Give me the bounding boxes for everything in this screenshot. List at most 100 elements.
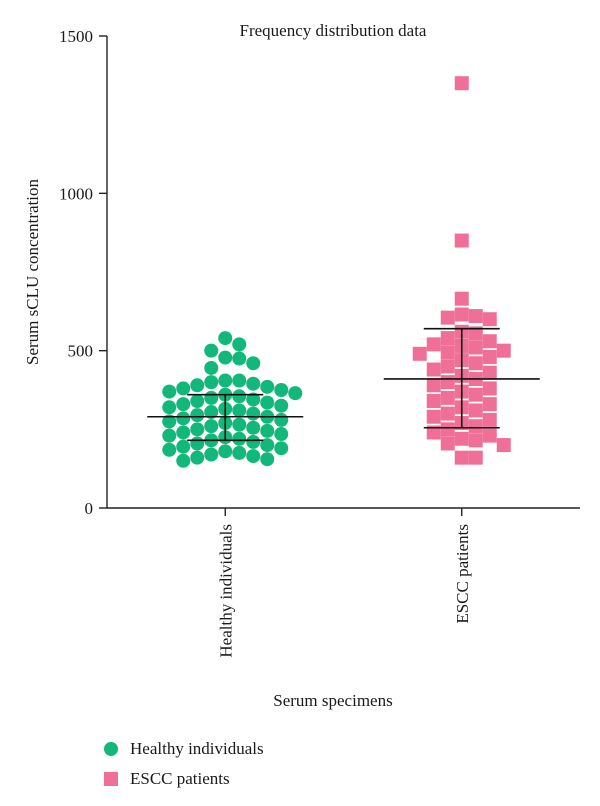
data-point-healthy bbox=[176, 439, 191, 454]
data-point-healthy bbox=[260, 395, 275, 410]
data-point-escc bbox=[468, 450, 483, 465]
data-point-escc bbox=[468, 419, 483, 434]
data-point-healthy bbox=[218, 373, 233, 388]
data-point-healthy bbox=[260, 452, 275, 467]
data-point-escc bbox=[482, 349, 497, 364]
data-point-healthy bbox=[162, 414, 177, 429]
data-point-escc bbox=[496, 343, 511, 358]
data-point-escc bbox=[468, 387, 483, 402]
data-point-healthy bbox=[190, 422, 205, 437]
data-point-healthy bbox=[162, 428, 177, 443]
data-point-healthy bbox=[274, 441, 289, 456]
data-point-healthy bbox=[190, 436, 205, 451]
data-point-healthy bbox=[246, 392, 261, 407]
data-point-healthy bbox=[246, 406, 261, 421]
data-point-healthy bbox=[274, 427, 289, 442]
y-axis: 0 500 1000 1500 bbox=[59, 27, 108, 518]
data-point-healthy bbox=[204, 447, 219, 462]
data-point-escc bbox=[440, 345, 455, 360]
chart-title: Frequency distribution data bbox=[240, 21, 427, 40]
data-point-escc bbox=[440, 390, 455, 405]
data-point-escc bbox=[482, 334, 497, 349]
data-point-escc bbox=[482, 312, 497, 327]
data-point-healthy bbox=[260, 423, 275, 438]
data-point-healthy bbox=[190, 408, 205, 423]
data-point-healthy bbox=[232, 417, 247, 432]
data-point-healthy bbox=[246, 376, 261, 391]
data-point-healthy bbox=[162, 384, 177, 399]
data-point-escc bbox=[440, 406, 455, 421]
data-point-escc bbox=[454, 431, 469, 446]
data-point-healthy bbox=[232, 389, 247, 404]
data-point-escc bbox=[440, 359, 455, 374]
data-point-escc bbox=[426, 425, 441, 440]
data-point-healthy bbox=[274, 383, 289, 397]
data-point-healthy bbox=[176, 411, 191, 426]
data-point-healthy bbox=[204, 419, 219, 434]
data-point-healthy bbox=[218, 350, 233, 365]
data-point-escc bbox=[468, 356, 483, 371]
data-point-escc bbox=[468, 309, 483, 324]
x-axis: Healthy individuals ESCC patients bbox=[107, 507, 580, 658]
green-circle-marker-icon bbox=[104, 742, 118, 756]
data-point-escc bbox=[454, 450, 469, 465]
data-point-escc bbox=[482, 381, 497, 396]
data-point-healthy bbox=[162, 442, 177, 457]
x-axis-label: Serum specimens bbox=[273, 691, 392, 710]
y-tick-label: 1000 bbox=[59, 184, 93, 203]
y-tick-label: 0 bbox=[85, 499, 94, 518]
x-tick-label: ESCC patients bbox=[453, 524, 472, 624]
data-point-healthy bbox=[232, 403, 247, 418]
legend-label-healthy: Healthy individuals bbox=[130, 739, 264, 758]
data-point-healthy bbox=[232, 431, 247, 446]
legend: Healthy individuals ESCC patients bbox=[104, 734, 264, 794]
data-point-escc bbox=[468, 403, 483, 418]
data-point-healthy bbox=[190, 378, 205, 393]
data-point-healthy bbox=[204, 360, 219, 375]
data-points bbox=[162, 76, 511, 468]
data-point-escc bbox=[440, 436, 455, 451]
data-point-escc bbox=[440, 375, 455, 390]
data-point-healthy bbox=[232, 351, 247, 366]
scatter-plot: Frequency distribution data 0 500 1000 1500… bbox=[23, 21, 580, 710]
data-point-escc bbox=[496, 438, 511, 453]
data-point-healthy bbox=[204, 375, 219, 390]
legend-label-escc: ESCC patients bbox=[130, 769, 230, 788]
data-point-healthy bbox=[274, 412, 289, 427]
data-point-escc bbox=[454, 291, 469, 306]
data-point-healthy bbox=[218, 444, 233, 459]
data-point-healthy bbox=[246, 449, 261, 464]
x-tick-label: Healthy individuals bbox=[216, 524, 235, 658]
data-point-escc bbox=[426, 362, 441, 377]
data-point-healthy bbox=[288, 386, 303, 401]
data-point-escc bbox=[468, 326, 483, 341]
data-point-healthy bbox=[274, 398, 289, 413]
data-point-escc bbox=[426, 337, 441, 352]
data-point-healthy bbox=[232, 373, 247, 388]
data-point-escc bbox=[468, 340, 483, 355]
data-point-escc bbox=[468, 433, 483, 448]
data-point-healthy bbox=[246, 356, 261, 371]
error-bars bbox=[147, 327, 540, 442]
data-point-healthy bbox=[232, 445, 247, 460]
legend-item-healthy: Healthy individuals bbox=[104, 734, 264, 764]
data-point-healthy bbox=[204, 405, 219, 420]
data-point-healthy bbox=[176, 381, 191, 396]
data-point-healthy bbox=[232, 337, 247, 352]
data-point-escc bbox=[482, 397, 497, 412]
data-point-escc bbox=[426, 394, 441, 409]
y-tick-label: 500 bbox=[68, 342, 94, 361]
data-point-escc bbox=[426, 378, 441, 393]
data-point-healthy bbox=[176, 397, 191, 412]
data-point-healthy bbox=[260, 438, 275, 453]
data-point-healthy bbox=[162, 400, 177, 415]
data-point-escc bbox=[426, 409, 441, 424]
data-point-escc bbox=[440, 422, 455, 437]
data-point-escc bbox=[440, 331, 455, 346]
data-point-healthy bbox=[176, 453, 191, 468]
data-point-escc bbox=[482, 428, 497, 443]
data-point-healthy bbox=[190, 394, 205, 409]
data-point-healthy bbox=[204, 390, 219, 405]
data-point-escc bbox=[440, 310, 455, 325]
data-point-healthy bbox=[218, 331, 233, 346]
